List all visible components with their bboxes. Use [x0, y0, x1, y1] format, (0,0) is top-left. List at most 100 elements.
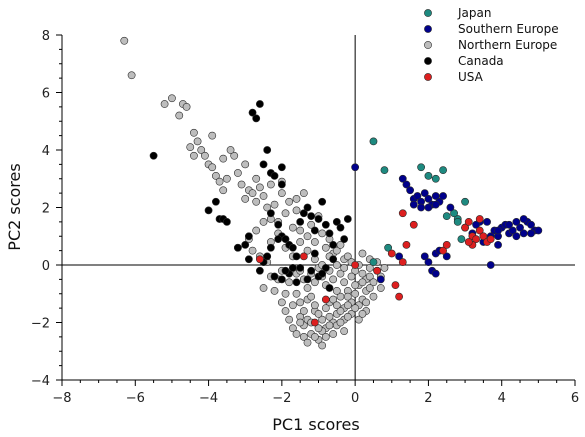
point-canada: [336, 223, 345, 232]
point-canada: [277, 275, 286, 284]
point-canada: [299, 209, 308, 218]
point-northern-europe: [299, 332, 308, 341]
point-southern-europe: [424, 194, 433, 203]
point-southern-europe: [516, 223, 524, 232]
point-japan: [369, 137, 378, 146]
series-canada: [149, 100, 352, 292]
point-canada: [270, 171, 279, 180]
point-japan: [424, 171, 433, 180]
point-usa: [398, 209, 407, 218]
point-usa: [475, 215, 484, 223]
point-southern-europe: [519, 229, 528, 238]
point-northern-europe: [310, 278, 319, 287]
point-southern-europe: [406, 186, 415, 195]
point-canada: [277, 180, 286, 189]
y-tick-label: 4: [42, 144, 50, 159]
point-usa: [373, 266, 382, 275]
point-northern-europe: [208, 131, 217, 140]
legend-marker-northern-europe: [424, 41, 432, 49]
x-tick-label: −8: [52, 391, 71, 406]
point-usa: [391, 281, 400, 290]
point-usa: [439, 246, 447, 255]
point-southern-europe: [534, 226, 543, 235]
point-southern-europe: [527, 229, 535, 238]
point-northern-europe: [288, 301, 297, 310]
point-northern-europe: [332, 301, 341, 310]
point-northern-europe: [321, 332, 330, 341]
point-southern-europe: [431, 269, 440, 278]
point-northern-europe: [222, 174, 231, 183]
point-southern-europe: [420, 189, 429, 198]
point-northern-europe: [347, 272, 356, 281]
point-northern-europe: [259, 284, 268, 292]
point-usa: [472, 235, 480, 244]
data-points: [120, 36, 543, 350]
point-southern-europe: [486, 261, 495, 269]
point-usa: [464, 217, 473, 226]
x-tick-label: 2: [424, 391, 432, 406]
point-northern-europe: [343, 252, 352, 261]
point-japan: [450, 209, 458, 218]
point-southern-europe: [417, 203, 425, 212]
series-northern-europe: [120, 36, 389, 350]
y-tick-label: 0: [42, 259, 50, 274]
point-japan: [461, 197, 469, 206]
point-northern-europe: [266, 180, 275, 189]
point-northern-europe: [219, 154, 228, 163]
point-usa: [461, 223, 469, 232]
point-canada: [292, 252, 301, 261]
point-northern-europe: [307, 292, 316, 301]
point-northern-europe: [288, 324, 297, 333]
point-usa: [255, 255, 264, 264]
axes: −8 −6 −4 −2 0 2 4 6 −4 −2 0 2 4 6 8: [31, 29, 579, 406]
x-tick-label: −6: [126, 391, 145, 406]
point-northern-europe: [190, 151, 198, 160]
point-northern-europe: [329, 330, 338, 338]
point-northern-europe: [321, 243, 330, 252]
point-southern-europe: [519, 215, 528, 223]
point-canada: [252, 114, 261, 123]
point-northern-europe: [303, 284, 312, 292]
point-canada: [263, 252, 272, 261]
point-canada: [244, 232, 253, 241]
point-canada: [343, 215, 352, 223]
point-canada: [270, 272, 279, 281]
point-canada: [211, 197, 220, 206]
point-northern-europe: [303, 232, 312, 241]
legend: Japan Southern Europe Northern Europe Canad…: [424, 6, 559, 84]
point-japan: [439, 166, 447, 175]
point-southern-europe: [351, 163, 360, 172]
point-northern-europe: [193, 137, 202, 146]
point-northern-europe: [336, 307, 345, 315]
point-usa: [402, 240, 411, 249]
point-northern-europe: [277, 189, 286, 198]
point-northern-europe: [336, 318, 345, 327]
point-northern-europe: [362, 298, 371, 307]
point-japan: [417, 163, 425, 172]
point-northern-europe: [252, 197, 261, 206]
point-northern-europe: [343, 312, 352, 321]
point-northern-europe: [208, 163, 217, 172]
point-canada: [318, 269, 327, 278]
point-usa: [310, 318, 319, 327]
point-canada: [303, 275, 312, 284]
point-northern-europe: [285, 197, 294, 206]
point-canada: [303, 203, 312, 212]
point-northern-europe: [343, 301, 352, 310]
point-northern-europe: [299, 307, 308, 315]
point-southern-europe: [376, 275, 385, 284]
point-southern-europe: [398, 174, 407, 183]
point-northern-europe: [321, 304, 330, 313]
point-usa: [398, 258, 407, 267]
point-northern-europe: [351, 289, 360, 298]
point-canada: [274, 235, 283, 244]
point-southern-europe: [424, 203, 433, 212]
point-northern-europe: [303, 246, 312, 255]
point-northern-europe: [281, 307, 290, 315]
point-canada: [325, 284, 334, 292]
point-canada: [310, 226, 319, 235]
point-japan: [453, 217, 462, 226]
point-canada: [288, 243, 297, 252]
legend-label-northern-europe: Northern Europe: [458, 38, 557, 52]
point-japan: [384, 243, 393, 252]
